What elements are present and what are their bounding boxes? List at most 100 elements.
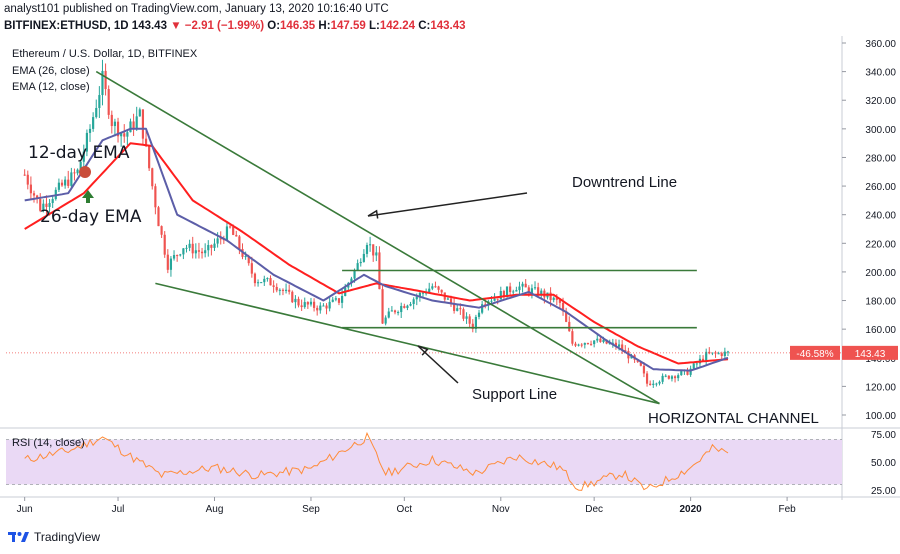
candle-body [446, 298, 449, 300]
candle-body [471, 323, 474, 329]
candle-body [421, 292, 425, 294]
candle-body [123, 133, 126, 137]
annotation-channel: HORIZONTAL CHANNEL [648, 410, 819, 427]
candle-body [611, 342, 614, 344]
candle-body [64, 179, 67, 186]
candle-body [244, 256, 247, 258]
candle-body [275, 286, 278, 291]
candle-body [400, 305, 403, 313]
candle-body [412, 299, 415, 305]
legend-ema12: EMA (12, close) [12, 81, 90, 93]
symbol-ohlc: BITFINEX:ETHUSD, 1D 143.43 ▼ −2.91 (−1.9… [4, 20, 466, 32]
candle-body [216, 238, 219, 244]
candle-body [120, 133, 123, 137]
candle-body [362, 253, 365, 262]
candle-body [375, 252, 378, 256]
price-tick-label: 240.00 [865, 211, 896, 222]
candle-body [88, 128, 92, 133]
candle-body [434, 286, 437, 288]
candle-body [418, 292, 421, 297]
legend-title: Ethereum / U.S. Dollar, 1D, BITFINEX [12, 48, 198, 60]
candle-body [670, 376, 674, 379]
symbol-label[interactable]: BITFINEX:ETHUSD, 1D [4, 20, 129, 32]
candle-body [667, 375, 670, 379]
candle-body [652, 383, 655, 385]
ema26-marker-icon [82, 190, 94, 203]
candle-body [300, 305, 303, 308]
price-tag-label: 143.43 [855, 349, 886, 360]
candle-body [552, 297, 555, 301]
candle-body [194, 250, 197, 254]
candle-body [459, 308, 462, 310]
time-tick-label: Nov [492, 504, 510, 515]
candle-body [92, 117, 95, 129]
candle-body [599, 338, 602, 343]
candle-body [325, 305, 328, 309]
candle-body [384, 317, 387, 324]
rsi-tick-label: 75.00 [871, 430, 896, 441]
candle-body [132, 121, 135, 129]
candle-body [341, 295, 344, 303]
price-tick-label: 280.00 [865, 153, 896, 164]
candle-body [266, 278, 269, 280]
price-tick-label: 160.00 [865, 325, 896, 336]
low-label: L: [368, 20, 380, 32]
candle-body [235, 234, 238, 237]
candle-body [589, 343, 593, 345]
tradingview-footer[interactable]: TradingView [8, 530, 100, 544]
time-tick-label: Oct [397, 504, 413, 515]
candle-body [714, 352, 717, 354]
annotation-support: Support Line [472, 386, 557, 403]
published-line: analyst101 published on TradingView.com,… [4, 3, 389, 15]
candle-body [477, 312, 481, 317]
candle-body [658, 381, 661, 384]
price-tag [842, 345, 898, 360]
candle-body [369, 244, 372, 246]
legend-ema26: EMA (26, close) [12, 65, 90, 77]
candle-body [151, 168, 154, 187]
candle-body [281, 289, 285, 291]
candle-body [596, 338, 599, 341]
candle-body [70, 172, 73, 186]
candle-body [533, 287, 537, 289]
candle-body [437, 286, 440, 290]
candle-body [586, 343, 590, 345]
candle-body [263, 278, 266, 283]
candle-body [639, 361, 642, 366]
low-value: 142.24 [379, 20, 415, 32]
candle-body [481, 304, 484, 313]
candle-body [521, 283, 524, 287]
time-tick-label: Jul [112, 504, 125, 515]
candle-body [571, 331, 574, 344]
candle-body [110, 114, 113, 127]
candle-body [238, 236, 241, 249]
price-tick-label: 260.00 [865, 182, 896, 193]
candle-body [278, 289, 281, 291]
candle-body [67, 179, 70, 186]
rsi-pane: 25.00 50.00 75.00 [6, 430, 896, 497]
ema12-marker-icon [79, 166, 91, 178]
candle-body [23, 174, 26, 176]
trend-lines [95, 70, 697, 405]
candle-body [176, 255, 179, 257]
candle-body [496, 298, 499, 300]
candle-body [334, 298, 337, 300]
candle-body [148, 145, 151, 169]
candle-body [621, 344, 624, 351]
candle-body [468, 316, 471, 324]
candle-body [705, 351, 708, 361]
candle-body [272, 285, 275, 287]
candle-body [60, 182, 64, 186]
candle-body [381, 289, 384, 324]
candle-body [673, 376, 677, 379]
candle-body [219, 238, 222, 240]
candle-body [518, 286, 521, 291]
tradingview-brand: TradingView [34, 530, 101, 544]
candle-body [565, 311, 568, 322]
price-tick-label: 340.00 [865, 68, 896, 79]
time-tick-label: Aug [206, 504, 224, 515]
downtrend-arrow-head [367, 209, 379, 219]
price-tick-label: 320.00 [865, 96, 896, 107]
candle-body [48, 203, 51, 207]
